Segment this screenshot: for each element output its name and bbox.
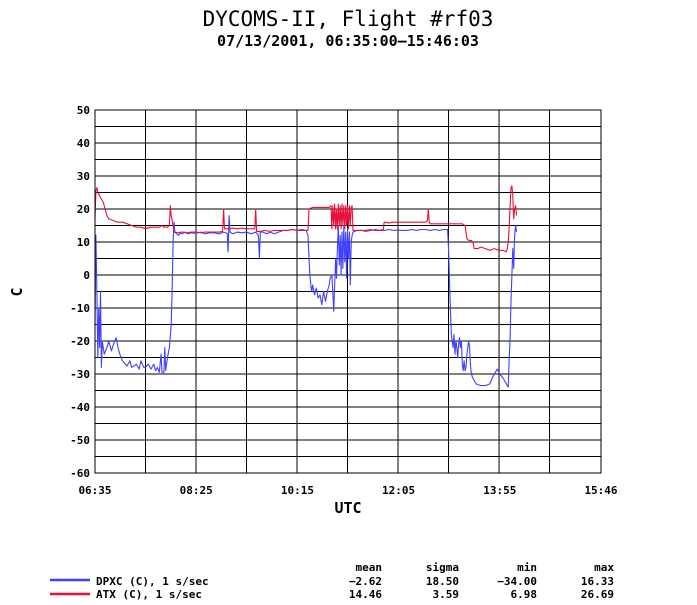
chart-subtitle: 07/13/2001, 06:35:00–15:46:03 [217, 32, 479, 50]
legend-label-atx: ATX (C), 1 s/sec [96, 588, 202, 601]
stat-atx-max: 26.69 [581, 588, 614, 601]
chart-title: DYCOMS-II, Flight #rf03 [203, 7, 494, 31]
statistics-table: mean sigma min max DPXC (C), 1 s/sec −2.… [50, 561, 614, 601]
y-tick-label: -50 [70, 434, 90, 447]
series-line-0 [94, 215, 518, 388]
y-tick-labels: -60 -50 -40 -30 -20 -10 0 10 20 30 40 50 [70, 104, 90, 480]
y-tick-label: 20 [77, 203, 90, 216]
y-tick-label: 10 [77, 236, 90, 249]
stat-dpxc-min: −34.00 [497, 575, 537, 588]
stats-header-min: min [517, 561, 537, 574]
x-tick-label: 10:15 [281, 484, 314, 497]
y-tick-label: -40 [70, 401, 90, 414]
y-tick-label: 30 [77, 170, 90, 183]
legend-label-dpxc: DPXC (C), 1 s/sec [96, 575, 209, 588]
x-tick-label: 08:25 [180, 484, 213, 497]
y-tick-label: -20 [70, 335, 90, 348]
stats-header-mean: mean [356, 561, 383, 574]
x-tick-label: 15:46 [584, 484, 617, 497]
y-tick-label: -60 [70, 467, 90, 480]
x-tick-labels: 06:35 08:25 10:15 12:05 13:55 15:46 [78, 484, 617, 497]
stat-dpxc-max: 16.33 [581, 575, 614, 588]
stat-dpxc-sigma: 18.50 [426, 575, 459, 588]
y-tick-label: -10 [70, 302, 90, 315]
y-tick-label: 40 [77, 137, 90, 150]
series-layer [94, 185, 518, 388]
stat-atx-sigma: 3.59 [433, 588, 460, 601]
y-tick-label: 0 [83, 269, 90, 282]
plot-frame [94, 109, 602, 474]
x-tick-label: 12:05 [382, 484, 415, 497]
stats-header-max: max [594, 561, 614, 574]
y-tick-label: 50 [77, 104, 90, 117]
y-axis-label: C [8, 287, 26, 296]
x-axis-label: UTC [334, 499, 361, 517]
stat-atx-mean: 14.46 [349, 588, 382, 601]
series-line-1 [94, 185, 518, 253]
y-tick-label: -30 [70, 368, 90, 381]
stat-dpxc-mean: −2.62 [349, 575, 382, 588]
stat-atx-min: 6.98 [511, 588, 538, 601]
plot-grid [94, 109, 602, 474]
x-tick-label: 06:35 [78, 484, 111, 497]
stats-header-sigma: sigma [426, 561, 459, 574]
x-tick-label: 13:55 [483, 484, 516, 497]
